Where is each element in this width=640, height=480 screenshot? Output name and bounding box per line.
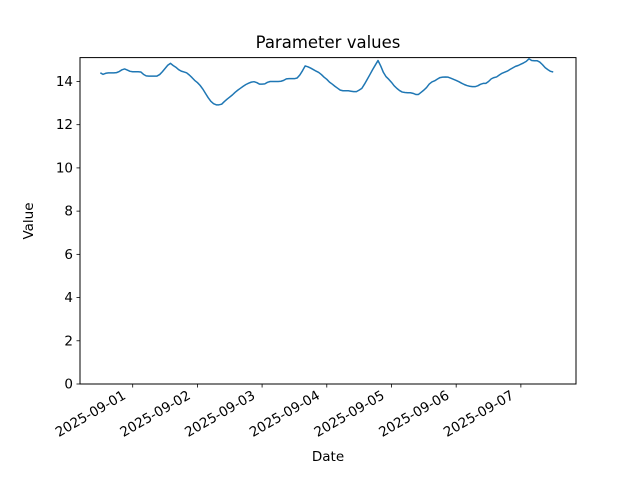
y-tick-label: 8 (64, 204, 73, 220)
y-tick-label: 0 (64, 377, 73, 393)
chart-title: Parameter values (256, 33, 401, 52)
x-tick-label: 2025-09-06 (376, 388, 452, 441)
series-group (99, 58, 554, 106)
y-tick-label: 6 (64, 247, 73, 263)
plot-area (79, 57, 577, 385)
y-axis-label: Value (21, 202, 37, 239)
y-axis-ticks: 0 2 4 6 8 10 12 14 (56, 74, 80, 393)
x-tick-label: 2025-09-02 (117, 388, 193, 441)
y-tick-label: 12 (56, 117, 73, 133)
x-tick-label: 2025-09-01 (53, 388, 129, 441)
x-tick-label: 2025-09-05 (312, 388, 388, 441)
x-axis-ticks: 2025-09-012025-09-022025-09-032025-09-04… (53, 384, 522, 441)
x-axis-label: Date (312, 449, 344, 465)
y-tick-label: 2 (64, 333, 73, 349)
series-line (99, 58, 554, 106)
x-tick-label: 2025-09-07 (441, 388, 517, 441)
x-tick-label: 2025-09-04 (247, 388, 323, 441)
x-tick-label: 2025-09-03 (182, 388, 258, 441)
y-tick-label: 4 (64, 290, 73, 306)
y-tick-label: 10 (56, 160, 73, 176)
y-tick-label: 14 (56, 74, 73, 90)
